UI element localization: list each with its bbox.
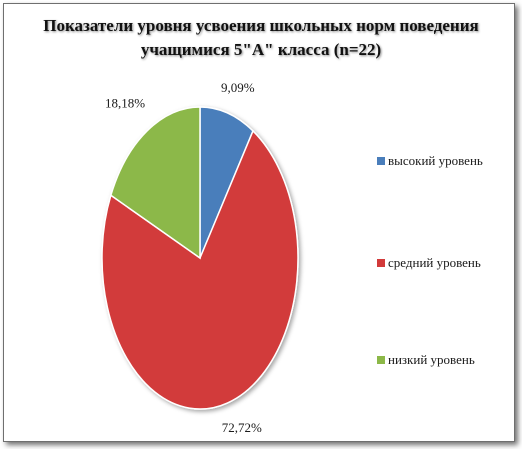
data-label-medium: 72,72% [222,420,262,435]
pie-slice-medium [101,129,299,410]
chart-title-line-2: учащимися 5"А" класса (n=22) [140,40,382,59]
legend-swatch-medium [377,259,385,267]
legend-label-medium: средний уровень [388,255,481,270]
legend-item-high: высокий уровень [377,153,483,169]
chart-title-line-1: Показатели уровня усвоения школьных норм… [43,16,479,35]
legend-item-low: низкий уровень [377,352,475,368]
data-label-low: 18,18% [105,96,145,111]
chart-title: Показатели уровня усвоения школьных норм… [0,14,522,62]
pie-slice-low [109,106,201,260]
pie-slice-high [199,106,254,259]
legend-label-high: высокий уровень [388,153,483,168]
legend-label-low: низкий уровень [388,352,475,367]
legend-item-medium: средний уровень [377,255,481,271]
legend-swatch-low [377,356,385,364]
legend-swatch-high [377,157,385,165]
data-label-high: 9,09% [221,80,255,95]
